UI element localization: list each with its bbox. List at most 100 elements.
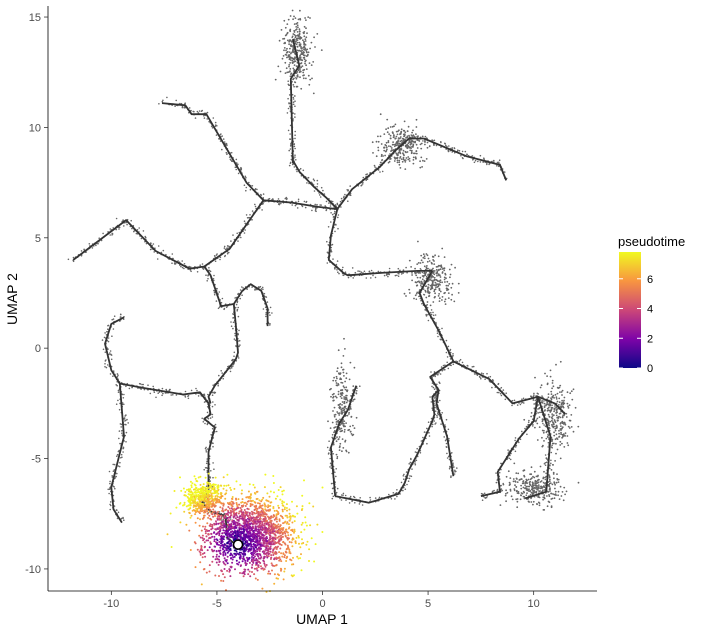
cell-point [509,490,512,492]
cell-point [223,513,226,515]
cell-point [123,393,125,396]
cell-point [175,99,177,102]
cell-point [242,287,244,289]
cell-point [514,480,517,482]
cell-point [107,337,110,339]
cell-point [513,462,516,465]
cell-point [545,475,547,478]
cell-point [344,380,346,383]
cell-point [498,161,500,164]
cell-point [448,283,451,285]
cell-point [482,493,484,495]
cell-point [202,268,205,270]
cell-point [303,35,306,38]
cell-point [486,372,488,375]
cell-point [541,418,544,421]
cell-point [162,99,164,102]
cell-point [555,396,558,399]
cell-point [331,492,334,495]
cell-point [289,70,291,72]
cell-point [420,284,422,287]
cell-point [117,374,119,377]
cell-point [337,227,339,230]
cell-point [245,186,248,189]
cell-point [295,43,298,46]
cell-point [283,570,286,573]
cell-point [430,311,432,314]
cell-point [388,493,390,496]
cell-point [107,328,109,331]
cell-point [432,386,435,389]
cell-point [241,560,244,563]
cell-point [569,392,572,395]
cell-point [274,78,277,81]
cell-point [542,509,545,511]
cell-point [566,402,569,405]
cell-point [559,416,562,419]
cell-point [229,158,232,161]
cell-point [546,419,549,422]
cell-point [561,399,563,402]
cell-point [341,438,344,440]
cell-point [554,427,557,430]
cell-point [454,471,456,473]
cell-point [387,127,390,130]
cell-point [243,220,246,222]
cell-point [399,133,401,136]
cell-point [347,190,349,192]
cell-point [123,519,125,521]
cell-point [551,379,554,382]
cell-point [152,385,154,388]
cell-point [316,33,319,35]
cell-point [118,430,121,432]
cell-point [550,492,553,495]
cell-point [348,378,351,381]
cell-point [335,384,338,387]
cell-point [549,482,552,484]
cell-point [116,509,118,512]
cell-point [424,272,426,275]
cell-point [557,481,560,483]
cell-point [441,412,444,414]
cell-point [348,428,351,431]
cell-point [447,292,450,294]
cell-point [205,462,208,465]
cell-point [338,272,340,275]
cell-point [345,377,348,380]
cell-point [379,161,382,164]
cell-point [313,190,316,192]
cell-point [336,436,338,438]
cell-point [421,278,424,281]
cell-point [152,243,155,245]
cell-point [377,140,380,143]
cell-point [271,312,273,314]
cell-point [405,266,407,269]
cell-point [482,161,485,163]
cell-point [112,318,115,320]
cell-point [426,265,428,267]
cell-point [297,200,300,203]
cell-point [294,36,297,39]
cell-point [439,284,441,286]
cell-point [511,498,514,501]
cell-point [528,488,530,491]
cell-point [486,162,488,164]
cell-point [546,383,549,386]
cell-point [158,103,160,105]
cell-point [175,394,178,396]
cell-point [294,100,296,102]
cell-point [550,424,553,426]
cell-point [545,472,547,475]
cell-point [389,153,391,155]
cell-point [184,390,187,393]
cell-point [441,299,443,301]
cell-point [554,460,556,462]
cell-point [105,366,108,369]
cell-point [232,313,234,315]
cell-point [289,161,292,164]
cell-point [215,134,218,136]
cell-point [351,500,353,503]
cell-point [338,412,341,414]
cell-point [243,184,246,186]
cell-point [514,450,517,453]
